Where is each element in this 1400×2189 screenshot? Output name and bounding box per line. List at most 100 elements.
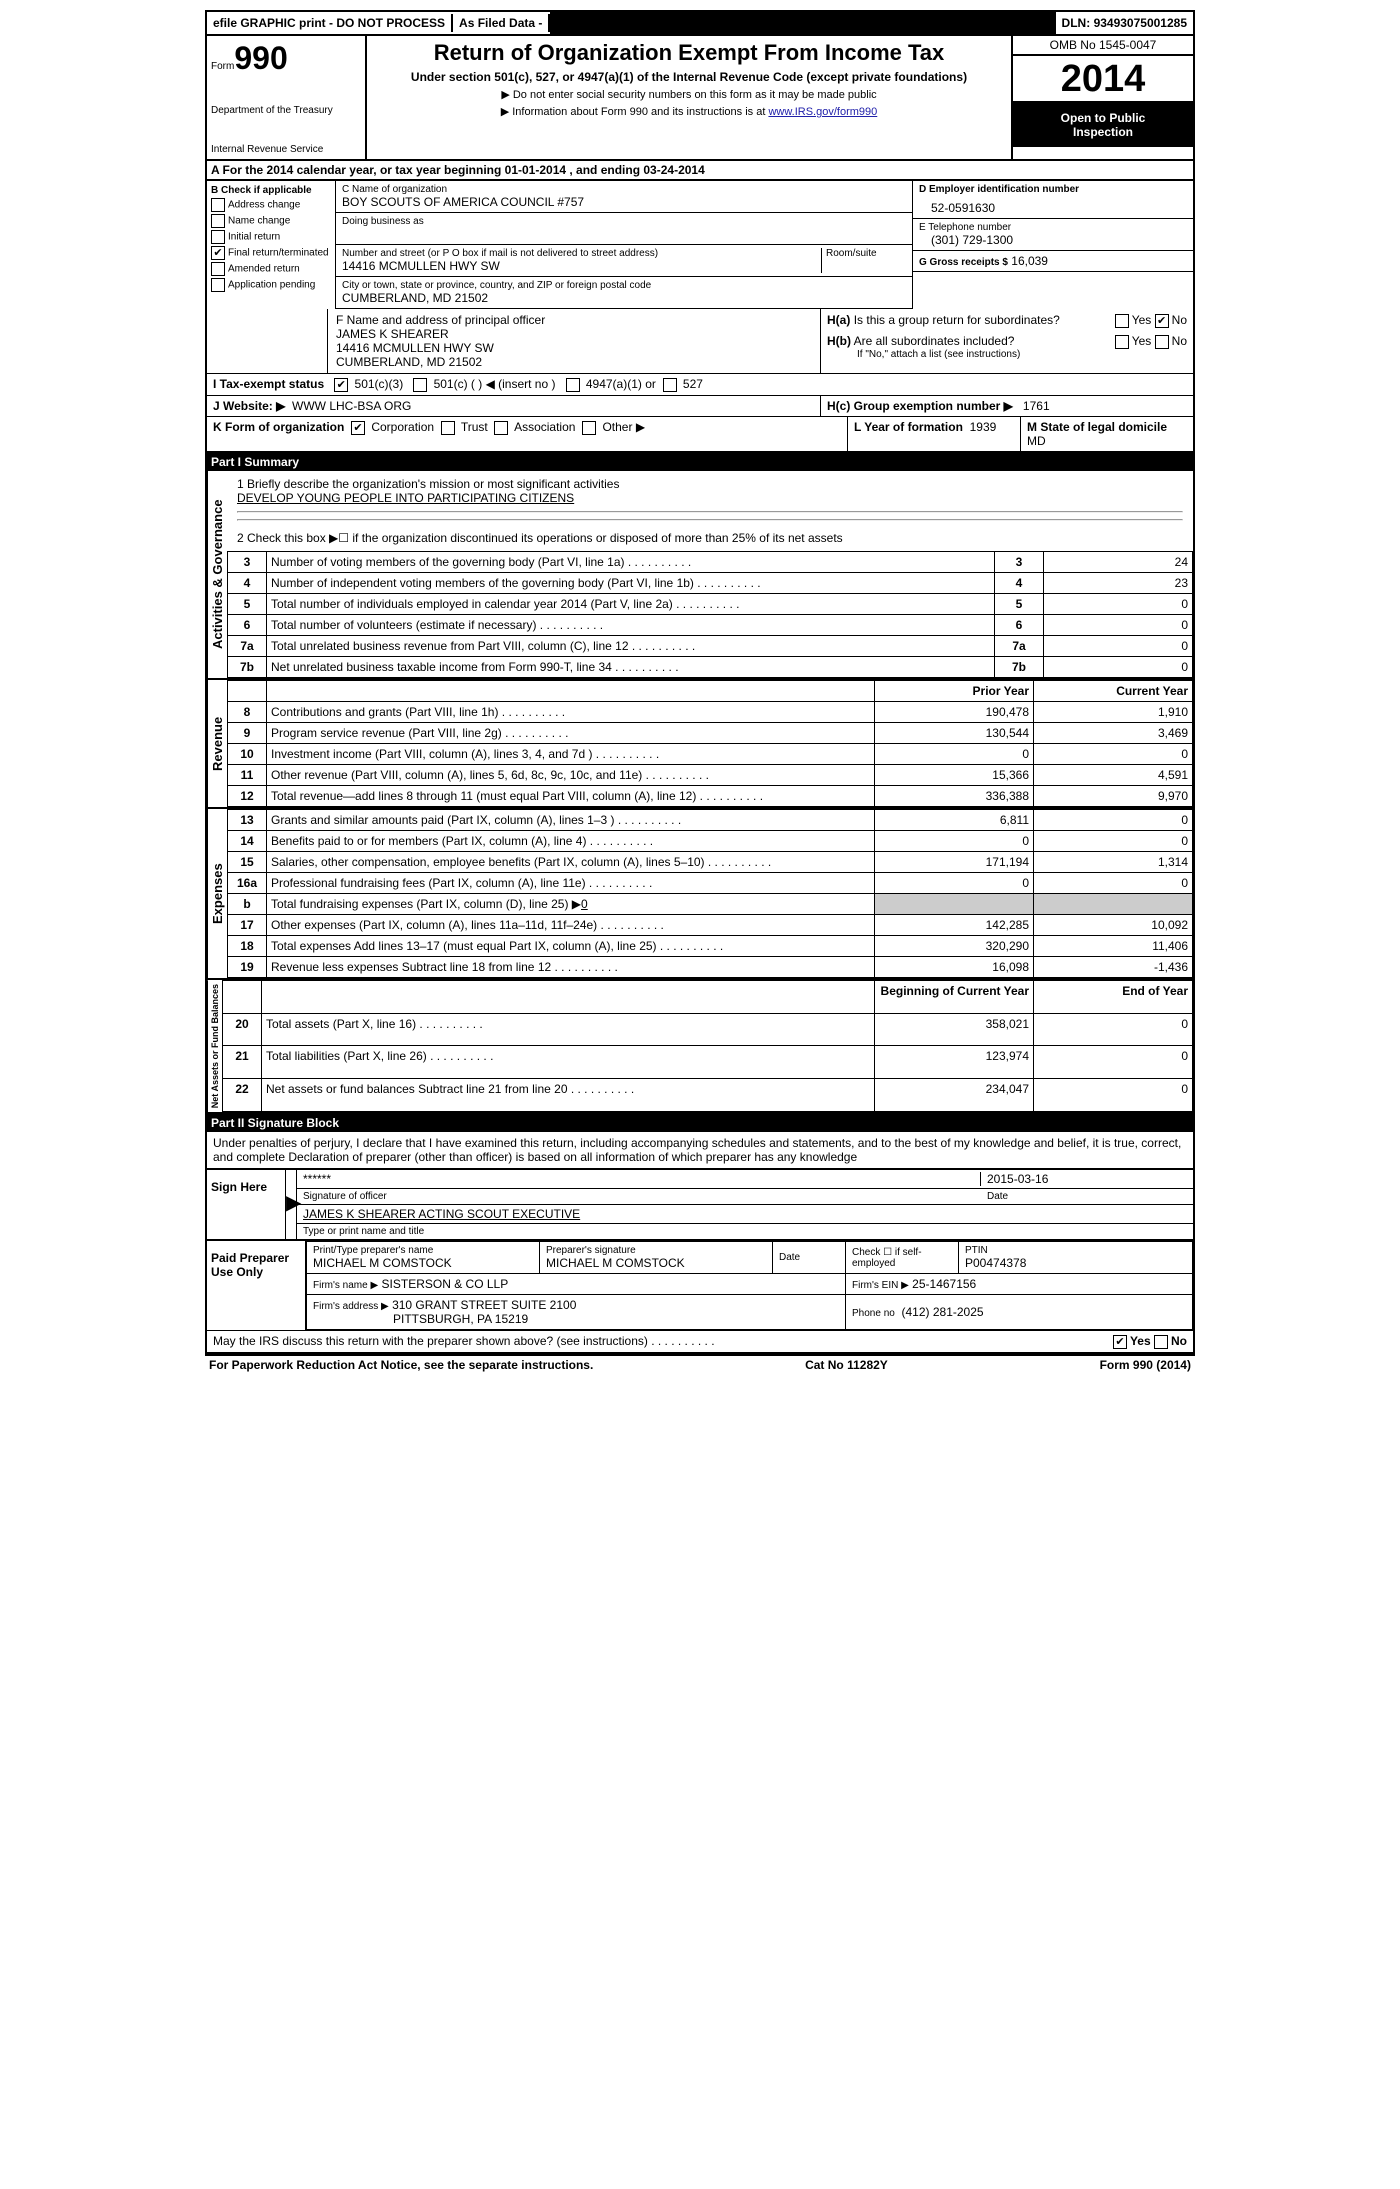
name-title-label: Type or print name and title <box>297 1224 1193 1239</box>
table-row: 10 Investment income (Part VIII, column … <box>228 743 1193 764</box>
discuss-no-label: No <box>1171 1334 1187 1348</box>
blank-strip <box>550 12 1055 34</box>
hc-label: H(c) Group exemption number ▶ <box>827 399 1013 413</box>
chk-501c3[interactable]: ✔ <box>334 378 348 392</box>
ha-yes[interactable] <box>1115 314 1129 328</box>
prep-sig-label: Preparer's signature <box>546 1245 766 1256</box>
pra-notice: For Paperwork Reduction Act Notice, see … <box>209 1358 593 1372</box>
table-row: 13 Grants and similar amounts paid (Part… <box>228 809 1193 830</box>
sign-here-label: Sign Here <box>207 1170 286 1239</box>
firm-ein: 25-1467156 <box>912 1277 976 1291</box>
chk-corp[interactable]: ✔ <box>351 421 365 435</box>
prep-name: MICHAEL M COMSTOCK <box>313 1256 533 1270</box>
website-value: WWW LHC-BSA ORG <box>292 399 411 413</box>
city-value: CUMBERLAND, MD 21502 <box>342 291 906 305</box>
table-row: 14 Benefits paid to or for members (Part… <box>228 830 1193 851</box>
sig-date-label: Date <box>981 1191 1187 1202</box>
chk-final[interactable]: ✔Final return/terminated <box>211 246 331 260</box>
self-employed-label: Check ☐ if self-employed <box>846 1242 959 1274</box>
table-row: b Total fundraising expenses (Part IX, c… <box>228 893 1193 914</box>
table-row: 15 Salaries, other compensation, employe… <box>228 851 1193 872</box>
cat-no: Cat No 11282Y <box>805 1358 888 1372</box>
firm-ein-label: Firm's EIN ▶ <box>852 1280 909 1291</box>
chk-527[interactable] <box>663 378 677 392</box>
opt-assoc: Association <box>514 420 575 434</box>
hb-no[interactable] <box>1155 335 1169 349</box>
efile-text: efile GRAPHIC print - DO NOT PROCESS <box>207 14 451 32</box>
table-row: 16a Professional fundraising fees (Part … <box>228 872 1193 893</box>
netassets-table: Beginning of Current Year End of Year20 … <box>222 980 1193 1112</box>
dept-treasury: Department of the Treasury <box>211 105 361 116</box>
page-footer: For Paperwork Reduction Act Notice, see … <box>205 1354 1195 1374</box>
state-domicile: MD <box>1027 434 1046 448</box>
hb-note: If "No," attach a list (see instructions… <box>827 349 1187 360</box>
form-subtitle: Under section 501(c), 527, or 4947(a)(1)… <box>373 70 1005 84</box>
table-row: 5 Total number of individuals employed i… <box>228 593 1193 614</box>
discuss-yes[interactable]: ✔ <box>1113 1335 1127 1349</box>
dln-value: 93493075001285 <box>1094 16 1187 30</box>
line-m-label: M State of legal domicile <box>1027 420 1167 434</box>
chk-trust[interactable] <box>441 421 455 435</box>
hc-value: 1761 <box>1023 399 1050 413</box>
officer-addr1: 14416 MCMULLEN HWY SW <box>336 341 812 355</box>
officer-label: F Name and address of principal officer <box>336 313 812 327</box>
chk-other[interactable] <box>582 421 596 435</box>
officer-name: JAMES K SHEARER <box>336 327 812 341</box>
part-i-header: Part I Summary <box>205 453 1195 471</box>
line-k-label: K Form of organization <box>213 420 344 434</box>
vlabel-expenses: Expenses <box>207 809 227 978</box>
table-row: 18 Total expenses Add lines 13–17 (must … <box>228 935 1193 956</box>
firm-addr1: 310 GRANT STREET SUITE 2100 <box>392 1298 576 1312</box>
discuss-no[interactable] <box>1154 1335 1168 1349</box>
firm-addr-label: Firm's address ▶ <box>313 1301 389 1312</box>
opt-trust: Trust <box>461 420 488 434</box>
hb-yes[interactable] <box>1115 335 1129 349</box>
col-b-header: B Check if applicable <box>211 185 331 196</box>
chk-assoc[interactable] <box>494 421 508 435</box>
table-row: 20 Total assets (Part X, line 16) 358,02… <box>223 1013 1193 1046</box>
no-label2: No <box>1172 334 1187 348</box>
form-header: Form990 Department of the Treasury Inter… <box>205 36 1195 161</box>
no-label: No <box>1172 313 1187 327</box>
yes-label2: Yes <box>1132 334 1152 348</box>
prep-name-label: Print/Type preparer's name <box>313 1245 533 1256</box>
phone-label: Phone no <box>852 1308 895 1319</box>
yes-label: Yes <box>1132 313 1152 327</box>
chk-initial[interactable]: Initial return <box>211 230 331 244</box>
vlabel-netassets: Net Assets or Fund Balances <box>207 980 222 1112</box>
note-info-pre: ▶ Information about Form 990 and its ins… <box>501 106 769 118</box>
chk-name-change[interactable]: Name change <box>211 214 331 228</box>
line-i-label: I Tax-exempt status <box>213 377 324 391</box>
ein-value: 52-0591630 <box>919 195 1187 215</box>
chk-app-pending[interactable]: Application pending <box>211 278 331 292</box>
sig-officer-label: Signature of officer <box>303 1191 981 1202</box>
perjury-declaration: Under penalties of perjury, I declare th… <box>205 1132 1195 1170</box>
officer-name-title: JAMES K SHEARER ACTING SCOUT EXECUTIVE <box>297 1205 1193 1224</box>
discuss-question: May the IRS discuss this return with the… <box>213 1334 1113 1349</box>
ptin-label: PTIN <box>965 1245 1186 1256</box>
gross-label: G Gross receipts $ <box>919 257 1008 268</box>
chk-address-change[interactable]: Address change <box>211 198 331 212</box>
open-line2: Inspection <box>1017 125 1189 139</box>
chk-amended[interactable]: Amended return <box>211 262 331 276</box>
chk-address-label: Address change <box>228 200 300 211</box>
firm-name: SISTERSON & CO LLP <box>382 1277 509 1291</box>
opt-corp: Corporation <box>371 420 434 434</box>
opt-501c: 501(c) ( ) ◀ (insert no ) <box>434 377 556 391</box>
chk-name-label: Name change <box>228 216 290 227</box>
opt-501c3: 501(c)(3) <box>355 377 404 391</box>
form-title: Return of Organization Exempt From Incom… <box>373 40 1005 66</box>
chk-4947[interactable] <box>566 378 580 392</box>
dba-label: Doing business as <box>342 216 906 227</box>
form-ref: Form 990 (2014) <box>1100 1358 1191 1372</box>
asfiled-text: As Filed Data - <box>451 14 550 32</box>
chk-501c[interactable] <box>413 378 427 392</box>
tax-year: 2014 <box>1013 56 1193 103</box>
table-row: 3 Number of voting members of the govern… <box>228 551 1193 572</box>
table-row: 17 Other expenses (Part IX, column (A), … <box>228 914 1193 935</box>
paid-preparer-label: Paid Preparer Use Only <box>207 1241 306 1330</box>
note-info: ▶ Information about Form 990 and its ins… <box>373 105 1005 118</box>
info-link[interactable]: www.IRS.gov/form990 <box>768 106 877 118</box>
ha-no[interactable]: ✔ <box>1155 314 1169 328</box>
table-row: 7b Net unrelated business taxable income… <box>228 656 1193 677</box>
